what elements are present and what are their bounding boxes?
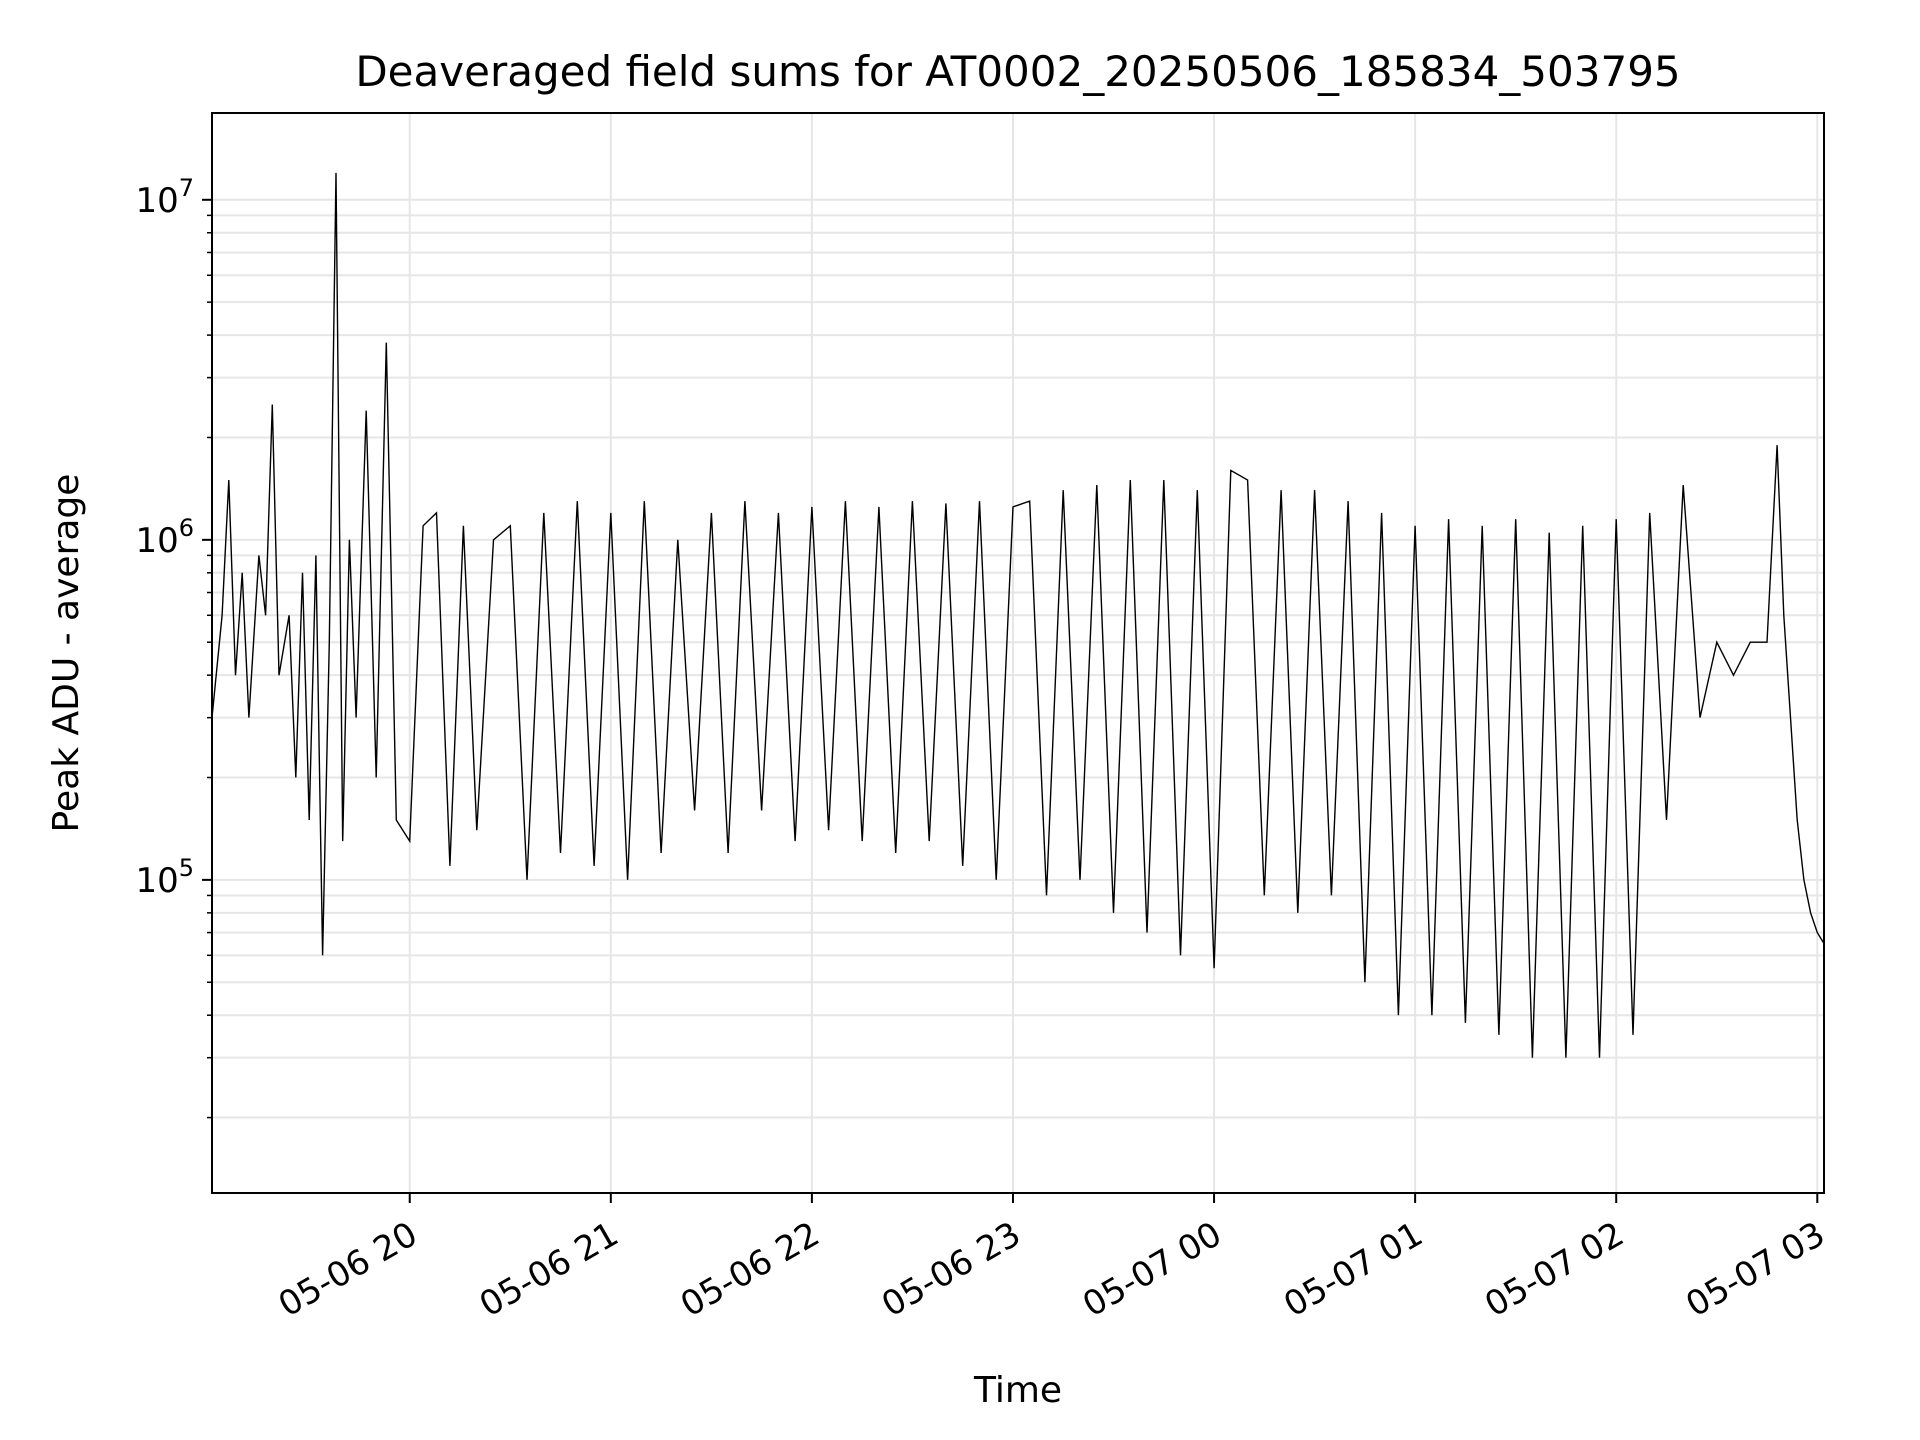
x-axis-label: Time (973, 1370, 1062, 1411)
y-tick-label: 107 (135, 174, 194, 221)
y-axis-ticks: 105 106 107 (135, 174, 212, 1119)
y-tick-label: 106 (135, 514, 194, 561)
series-line (211, 172, 1825, 1058)
plot-frame (211, 112, 1825, 1194)
chart-title: Deaveraged field sums for AT0002_2025050… (355, 47, 1680, 96)
y-tick-label: 105 (135, 854, 194, 901)
y-axis-label: Peak ADU - average (46, 474, 87, 833)
